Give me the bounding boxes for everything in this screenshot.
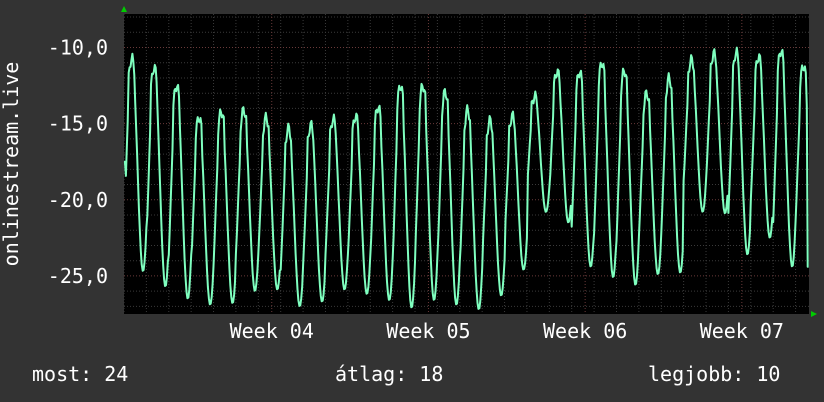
- y-tick-label: -15,0: [48, 112, 108, 136]
- y-tick-label: -20,0: [48, 188, 108, 212]
- plot-area: [124, 14, 809, 314]
- x-tick-label: Week 05: [386, 319, 470, 343]
- x-axis-arrow: [811, 311, 817, 317]
- y-axis-label: onlinestream.live: [0, 62, 23, 267]
- y-axis-arrow: [121, 6, 127, 12]
- y-axis-ticks: -10,0 -15,0 -20,0 -25,0: [48, 36, 108, 288]
- stat-average: átlag: 18: [335, 362, 444, 386]
- x-tick-label: Week 06: [543, 319, 627, 343]
- x-axis-ticks: Week 04 Week 05 Week 06 Week 07: [230, 319, 784, 343]
- stat-current: most: 24: [32, 362, 129, 386]
- y-tick-label: -25,0: [48, 264, 108, 288]
- series-line: [123, 46, 809, 310]
- stat-best: legjobb: 10: [648, 362, 781, 386]
- x-tick-label: Week 04: [230, 319, 314, 343]
- x-tick-label: Week 07: [700, 319, 784, 343]
- y-tick-label: -10,0: [48, 36, 108, 60]
